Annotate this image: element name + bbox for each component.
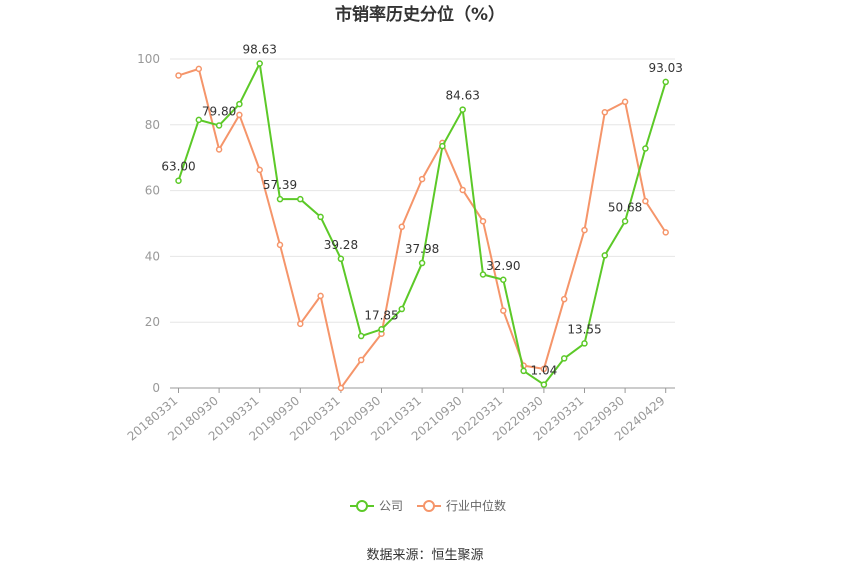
company-point: [337, 255, 345, 263]
data-label: 50.68: [608, 200, 642, 214]
y-tick-label: 80: [145, 118, 160, 132]
industry-point: [357, 356, 365, 364]
series-group: [175, 60, 669, 392]
company-point: [398, 305, 406, 313]
data-label: 57.39: [263, 178, 297, 192]
company-point: [601, 252, 609, 259]
industry-point: [276, 241, 284, 249]
industry-point: [256, 166, 263, 174]
industry-point: [662, 229, 669, 236]
industry-point: [642, 197, 649, 205]
industry-point: [581, 226, 588, 234]
company-point: [560, 355, 568, 362]
company-point: [378, 326, 385, 333]
y-tick-label: 20: [145, 315, 160, 329]
data-label: 63.00: [161, 160, 195, 174]
data-label: 32.90: [486, 259, 520, 273]
data-label: 79.80: [202, 104, 236, 118]
company-point: [215, 122, 223, 129]
company-point: [459, 106, 466, 113]
industry-point: [398, 223, 406, 231]
company-point: [357, 332, 365, 340]
company-point: [621, 218, 629, 225]
company-point: [520, 367, 527, 375]
data-label: 1.04: [531, 364, 558, 378]
legend-item-industry-median[interactable]: 行业中位数: [417, 498, 506, 513]
y-tick-label: 100: [137, 52, 160, 66]
legend-marker: [356, 500, 368, 512]
company-point: [540, 381, 548, 388]
industry-point: [317, 292, 324, 300]
series-line-industry-median: [178, 67, 667, 389]
industry-point: [175, 72, 182, 79]
company-point: [256, 60, 263, 67]
data-label: 37.98: [405, 242, 439, 256]
source-note: 数据来源：恒生聚源: [366, 548, 483, 563]
legend-label: 行业中位数: [446, 498, 506, 513]
company-point: [581, 340, 588, 347]
legend[interactable]: 公司 行业中位数: [350, 498, 506, 513]
legend-item-company[interactable]: 公司: [350, 499, 403, 513]
industry-point: [601, 109, 609, 116]
industry-point: [459, 186, 466, 194]
industry-point: [500, 307, 507, 314]
company-point: [642, 145, 649, 152]
company-point: [439, 142, 446, 150]
company-point: [317, 213, 324, 221]
industry-point: [418, 175, 426, 183]
data-label: 17.85: [364, 308, 398, 322]
data-label: 84.63: [446, 89, 480, 103]
data-label: 93.03: [649, 61, 683, 75]
company-point: [236, 100, 243, 108]
y-tick-label: 0: [152, 381, 160, 395]
company-point: [297, 195, 304, 203]
company-point: [418, 259, 426, 267]
company-point: [175, 177, 182, 184]
industry-point: [540, 365, 548, 373]
x-axis: 2018033120180930201903312019093020200331…: [125, 387, 675, 444]
industry-point: [560, 295, 568, 303]
industry-point: [479, 217, 487, 225]
data-labels: 63.00 79.80 98.63 57.39 39.28 17.85 37.98 84.63…: [161, 43, 683, 378]
company-point: [479, 271, 487, 278]
industry-point: [215, 146, 223, 153]
data-label: 39.28: [324, 238, 358, 252]
legend-marker: [423, 500, 435, 512]
chart-title: 市销率历史分位（%）: [335, 4, 505, 25]
industry-point: [195, 65, 203, 73]
industry-point: [621, 98, 629, 106]
industry-point: [297, 320, 304, 328]
y-axis: 0 20 40 60 80 100: [137, 52, 160, 395]
grid-lines: [170, 58, 675, 323]
industry-point: [337, 384, 345, 392]
y-tick-label: 60: [145, 184, 160, 198]
company-point: [662, 78, 669, 86]
legend-label: 公司: [379, 499, 403, 513]
company-point: [500, 276, 507, 284]
industry-point: [236, 111, 243, 119]
data-label: 98.63: [243, 43, 277, 57]
company-point: [276, 195, 284, 203]
data-label: 13.55: [567, 322, 601, 336]
y-tick-label: 40: [145, 249, 160, 263]
company-point: [195, 116, 203, 124]
